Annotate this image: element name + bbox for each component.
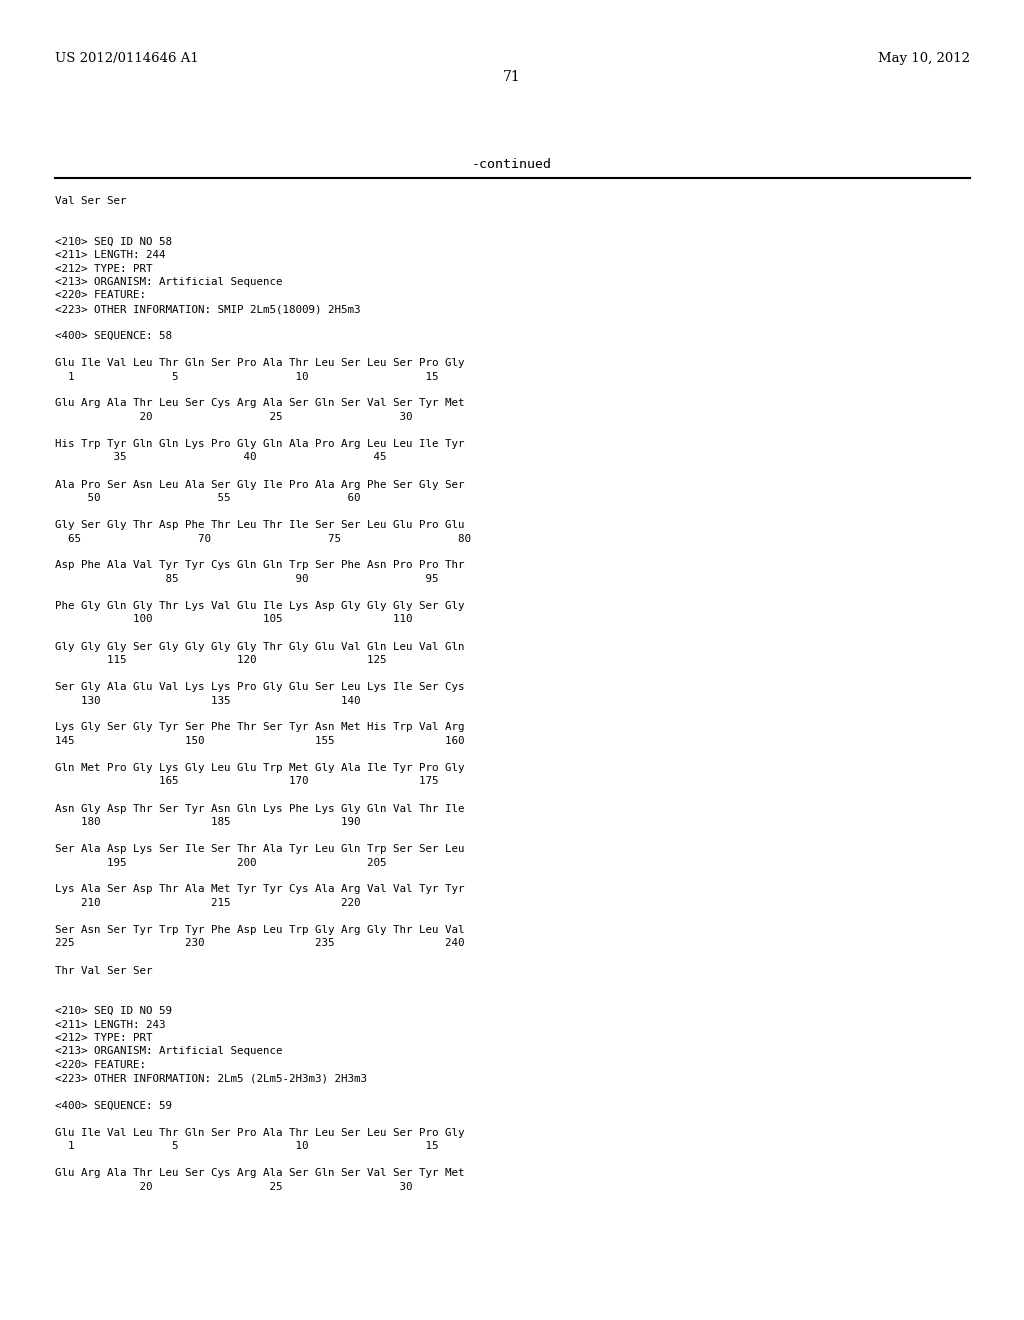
Text: 20                  25                  30: 20 25 30	[55, 412, 413, 422]
Text: 71: 71	[503, 70, 521, 84]
Text: 195                 200                 205: 195 200 205	[55, 858, 386, 867]
Text: Val Ser Ser: Val Ser Ser	[55, 195, 127, 206]
Text: Gly Ser Gly Thr Asp Phe Thr Leu Thr Ile Ser Ser Leu Glu Pro Glu: Gly Ser Gly Thr Asp Phe Thr Leu Thr Ile …	[55, 520, 465, 531]
Text: <211> LENGTH: 243: <211> LENGTH: 243	[55, 1019, 166, 1030]
Text: His Trp Tyr Gln Gln Lys Pro Gly Gln Ala Pro Arg Leu Leu Ile Tyr: His Trp Tyr Gln Gln Lys Pro Gly Gln Ala …	[55, 440, 465, 449]
Text: 35                  40                  45: 35 40 45	[55, 453, 386, 462]
Text: Gln Met Pro Gly Lys Gly Leu Glu Trp Met Gly Ala Ile Tyr Pro Gly: Gln Met Pro Gly Lys Gly Leu Glu Trp Met …	[55, 763, 465, 774]
Text: 130                 135                 140: 130 135 140	[55, 696, 360, 705]
Text: Glu Ile Val Leu Thr Gln Ser Pro Ala Thr Leu Ser Leu Ser Pro Gly: Glu Ile Val Leu Thr Gln Ser Pro Ala Thr …	[55, 358, 465, 368]
Text: 145                 150                 155                 160: 145 150 155 160	[55, 737, 465, 746]
Text: Lys Gly Ser Gly Tyr Ser Phe Thr Ser Tyr Asn Met His Trp Val Arg: Lys Gly Ser Gly Tyr Ser Phe Thr Ser Tyr …	[55, 722, 465, 733]
Text: Ala Pro Ser Asn Leu Ala Ser Gly Ile Pro Ala Arg Phe Ser Gly Ser: Ala Pro Ser Asn Leu Ala Ser Gly Ile Pro …	[55, 479, 465, 490]
Text: Phe Gly Gln Gly Thr Lys Val Glu Ile Lys Asp Gly Gly Gly Ser Gly: Phe Gly Gln Gly Thr Lys Val Glu Ile Lys …	[55, 601, 465, 611]
Text: 50                  55                  60: 50 55 60	[55, 492, 360, 503]
Text: 65                  70                  75                  80: 65 70 75 80	[55, 533, 471, 544]
Text: <220> FEATURE:: <220> FEATURE:	[55, 1060, 146, 1071]
Text: Glu Arg Ala Thr Leu Ser Cys Arg Ala Ser Gln Ser Val Ser Tyr Met: Glu Arg Ala Thr Leu Ser Cys Arg Ala Ser …	[55, 1168, 465, 1177]
Text: 180                 185                 190: 180 185 190	[55, 817, 360, 828]
Text: Glu Ile Val Leu Thr Gln Ser Pro Ala Thr Leu Ser Leu Ser Pro Gly: Glu Ile Val Leu Thr Gln Ser Pro Ala Thr …	[55, 1127, 465, 1138]
Text: <223> OTHER INFORMATION: 2Lm5 (2Lm5-2H3m3) 2H3m3: <223> OTHER INFORMATION: 2Lm5 (2Lm5-2H3m…	[55, 1073, 367, 1084]
Text: <220> FEATURE:: <220> FEATURE:	[55, 290, 146, 301]
Text: <400> SEQUENCE: 58: <400> SEQUENCE: 58	[55, 331, 172, 341]
Text: <400> SEQUENCE: 59: <400> SEQUENCE: 59	[55, 1101, 172, 1110]
Text: Thr Val Ser Ser: Thr Val Ser Ser	[55, 965, 153, 975]
Text: Ser Asn Ser Tyr Trp Tyr Phe Asp Leu Trp Gly Arg Gly Thr Leu Val: Ser Asn Ser Tyr Trp Tyr Phe Asp Leu Trp …	[55, 925, 465, 935]
Text: 1               5                  10                  15: 1 5 10 15	[55, 1140, 438, 1151]
Text: Ser Ala Asp Lys Ser Ile Ser Thr Ala Tyr Leu Gln Trp Ser Ser Leu: Ser Ala Asp Lys Ser Ile Ser Thr Ala Tyr …	[55, 843, 465, 854]
Text: Ser Gly Ala Glu Val Lys Lys Pro Gly Glu Ser Leu Lys Ile Ser Cys: Ser Gly Ala Glu Val Lys Lys Pro Gly Glu …	[55, 682, 465, 692]
Text: 225                 230                 235                 240: 225 230 235 240	[55, 939, 465, 949]
Text: Asn Gly Asp Thr Ser Tyr Asn Gln Lys Phe Lys Gly Gln Val Thr Ile: Asn Gly Asp Thr Ser Tyr Asn Gln Lys Phe …	[55, 804, 465, 813]
Text: <210> SEQ ID NO 58: <210> SEQ ID NO 58	[55, 236, 172, 247]
Text: -continued: -continued	[472, 158, 552, 172]
Text: May 10, 2012: May 10, 2012	[878, 51, 970, 65]
Text: <212> TYPE: PRT: <212> TYPE: PRT	[55, 1034, 153, 1043]
Text: <211> LENGTH: 244: <211> LENGTH: 244	[55, 249, 166, 260]
Text: <210> SEQ ID NO 59: <210> SEQ ID NO 59	[55, 1006, 172, 1016]
Text: <213> ORGANISM: Artificial Sequence: <213> ORGANISM: Artificial Sequence	[55, 1047, 283, 1056]
Text: 100                 105                 110: 100 105 110	[55, 615, 413, 624]
Text: 1               5                  10                  15: 1 5 10 15	[55, 371, 438, 381]
Text: <212> TYPE: PRT: <212> TYPE: PRT	[55, 264, 153, 273]
Text: <213> ORGANISM: Artificial Sequence: <213> ORGANISM: Artificial Sequence	[55, 277, 283, 286]
Text: Lys Ala Ser Asp Thr Ala Met Tyr Tyr Cys Ala Arg Val Val Tyr Tyr: Lys Ala Ser Asp Thr Ala Met Tyr Tyr Cys …	[55, 884, 465, 895]
Text: <223> OTHER INFORMATION: SMIP 2Lm5(18009) 2H5m3: <223> OTHER INFORMATION: SMIP 2Lm5(18009…	[55, 304, 360, 314]
Text: 210                 215                 220: 210 215 220	[55, 898, 360, 908]
Text: Glu Arg Ala Thr Leu Ser Cys Arg Ala Ser Gln Ser Val Ser Tyr Met: Glu Arg Ala Thr Leu Ser Cys Arg Ala Ser …	[55, 399, 465, 408]
Text: 20                  25                  30: 20 25 30	[55, 1181, 413, 1192]
Text: Asp Phe Ala Val Tyr Tyr Cys Gln Gln Trp Ser Phe Asn Pro Pro Thr: Asp Phe Ala Val Tyr Tyr Cys Gln Gln Trp …	[55, 561, 465, 570]
Text: 115                 120                 125: 115 120 125	[55, 655, 386, 665]
Text: Gly Gly Gly Ser Gly Gly Gly Gly Thr Gly Glu Val Gln Leu Val Gln: Gly Gly Gly Ser Gly Gly Gly Gly Thr Gly …	[55, 642, 465, 652]
Text: 165                 170                 175: 165 170 175	[55, 776, 438, 787]
Text: 85                  90                  95: 85 90 95	[55, 574, 438, 583]
Text: US 2012/0114646 A1: US 2012/0114646 A1	[55, 51, 199, 65]
